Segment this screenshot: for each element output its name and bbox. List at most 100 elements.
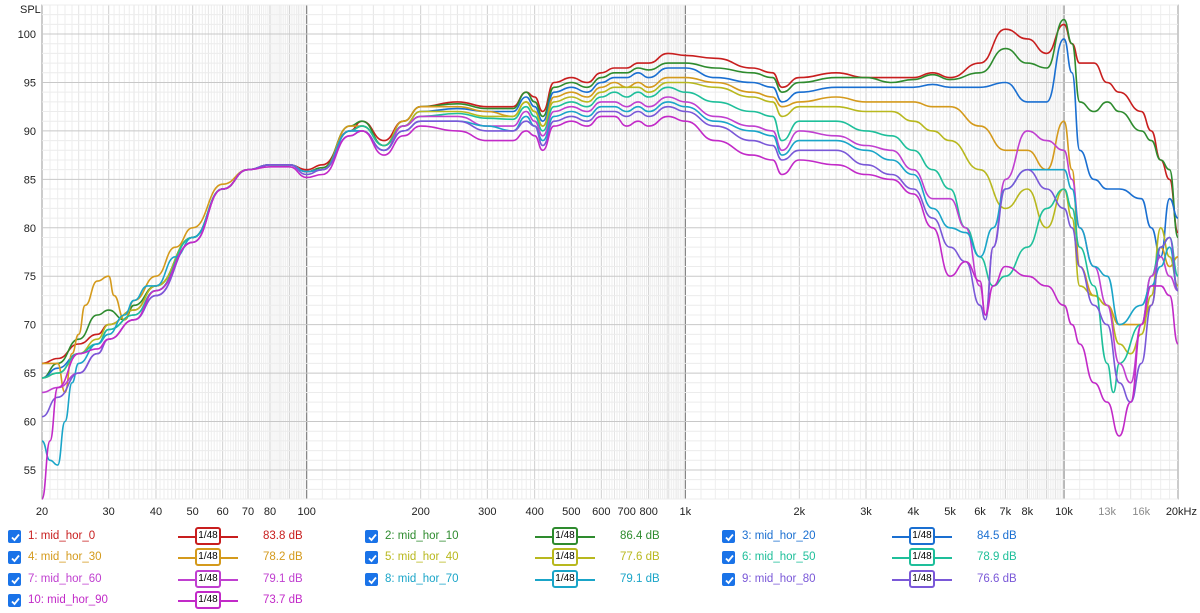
x-tick-label: 8k <box>1022 506 1034 518</box>
legend-value: 84.5 dB <box>977 530 1017 542</box>
series-line-10[interactable] <box>41 115 1179 500</box>
y-tick-label: 85 <box>24 174 36 186</box>
checkbox-mid-hor-70[interactable] <box>365 573 378 586</box>
smoothing-swatch[interactable]: 1/48 <box>178 548 238 568</box>
legend-value: 78.2 dB <box>263 551 303 563</box>
x-tick-label: 7k <box>1000 506 1012 518</box>
smoothing-swatch[interactable]: 1/48 <box>892 548 952 568</box>
legend-value: 83.8 dB <box>263 530 303 542</box>
x-tick-label: 600 <box>592 506 610 518</box>
y-tick-label: 55 <box>24 465 36 477</box>
checkbox-mid-hor-20[interactable] <box>722 530 735 543</box>
smoothing-swatch[interactable]: 1/48 <box>178 591 238 611</box>
x-tick-label: 60 <box>217 506 229 518</box>
y-tick-label: 95 <box>24 77 36 89</box>
x-tick-label: 10k <box>1055 506 1073 518</box>
smoothing-swatch[interactable]: 1/48 <box>178 527 238 547</box>
x-tick-label: 20 <box>36 506 48 518</box>
x-tick-label: 50 <box>187 506 199 518</box>
smoothing-label: 1/48 <box>195 548 221 566</box>
smoothing-label: 1/48 <box>195 570 221 588</box>
legend-entry: 3: mid_hor_20 1/48 84.5 dB <box>722 527 1072 547</box>
checkbox-mid-hor-40[interactable] <box>365 551 378 564</box>
series-line-9[interactable] <box>41 105 1179 418</box>
smoothing-label: 1/48 <box>552 570 578 588</box>
legend-name: 4: mid_hor_30 <box>28 551 102 563</box>
x-tick-label: 300 <box>478 506 496 518</box>
x-tick-label: 80 <box>264 506 276 518</box>
x-tick-label: 13k <box>1098 506 1116 518</box>
legend-value: 76.6 dB <box>977 573 1017 585</box>
checkbox-mid-hor-0[interactable] <box>8 530 21 543</box>
y-tick-label: 60 <box>24 417 36 429</box>
x-tick-label: 16k <box>1132 506 1150 518</box>
legend-value: 78.9 dB <box>977 551 1017 563</box>
series-layer <box>41 18 1179 500</box>
x-tick-label: 100 <box>297 506 315 518</box>
legend-entry: 6: mid_hor_50 1/48 78.9 dB <box>722 548 1072 568</box>
legend-entry: 2: mid_hor_10 1/48 86.4 dB <box>365 527 715 547</box>
legend-entry: 4: mid_hor_30 1/48 78.2 dB <box>8 548 358 568</box>
frequency-response-chart[interactable]: 55 60 65 70 75 80 85 90 95 100 20 30 40 50 60 70 80 100 20… <box>0 0 1200 525</box>
legend-value: 79.1 dB <box>620 573 660 585</box>
legend-entry: 10: mid_hor_90 1/48 73.7 dB <box>8 591 358 611</box>
smoothing-swatch[interactable]: 1/48 <box>892 570 952 590</box>
legend-name: 6: mid_hor_50 <box>742 551 816 563</box>
smoothing-swatch[interactable]: 1/48 <box>535 570 595 590</box>
checkbox-mid-hor-60[interactable] <box>8 573 21 586</box>
legend-value: 79.1 dB <box>263 573 303 585</box>
legend-name: 8: mid_hor_70 <box>385 573 459 585</box>
legend-name: 5: mid_hor_40 <box>385 551 459 563</box>
legend-value: 73.7 dB <box>263 594 303 606</box>
grid: 55 60 65 70 75 80 85 90 95 100 20 30 40 50 60 70 80 100 20… <box>18 4 1197 518</box>
legend-entry: 8: mid_hor_70 1/48 79.1 dB <box>365 570 715 590</box>
x-tick-label: 5k <box>944 506 956 518</box>
smoothing-label: 1/48 <box>195 591 221 609</box>
smoothing-label: 1/48 <box>909 570 935 588</box>
legend-name: 10: mid_hor_90 <box>28 594 108 606</box>
series-line-8[interactable] <box>41 101 1179 466</box>
x-tick-label: 6k <box>974 506 986 518</box>
x-tick-label: 200 <box>411 506 429 518</box>
legend-value: 77.6 dB <box>620 551 660 563</box>
smoothing-swatch[interactable]: 1/48 <box>178 570 238 590</box>
smoothing-label: 1/48 <box>909 527 935 545</box>
smoothing-swatch[interactable]: 1/48 <box>535 548 595 568</box>
smoothing-swatch[interactable]: 1/48 <box>892 527 952 547</box>
legend: 1: mid_hor_0 1/48 83.8 dB 2: mid_hor_10 … <box>0 527 1200 613</box>
legend-entry: 5: mid_hor_40 1/48 77.6 dB <box>365 548 715 568</box>
y-tick-label: 90 <box>24 126 36 138</box>
legend-name: 2: mid_hor_10 <box>385 530 459 542</box>
legend-entry: 7: mid_hor_60 1/48 79.1 dB <box>8 570 358 590</box>
checkbox-mid-hor-30[interactable] <box>8 551 21 564</box>
x-tick-label: 400 <box>525 506 543 518</box>
smoothing-label: 1/48 <box>552 548 578 566</box>
checkbox-mid-hor-90[interactable] <box>8 594 21 607</box>
y-tick-label: 70 <box>24 320 36 332</box>
legend-entry: 1: mid_hor_0 1/48 83.8 dB <box>8 527 358 547</box>
x-tick-label: 70 <box>242 506 254 518</box>
legend-name: 1: mid_hor_0 <box>28 530 96 542</box>
smoothing-label: 1/48 <box>552 527 578 545</box>
y-axis-label: SPL <box>20 4 41 16</box>
legend-value: 86.4 dB <box>620 530 660 542</box>
smoothing-swatch[interactable]: 1/48 <box>535 527 595 547</box>
smoothing-label: 1/48 <box>195 527 221 545</box>
y-tick-label: 65 <box>24 368 36 380</box>
x-tick-label: 1k <box>680 506 692 518</box>
checkbox-mid-hor-50[interactable] <box>722 551 735 564</box>
x-tick-label: 20kHz <box>1166 506 1197 518</box>
checkbox-mid-hor-10[interactable] <box>365 530 378 543</box>
legend-name: 7: mid_hor_60 <box>28 573 102 585</box>
checkbox-mid-hor-80[interactable] <box>722 573 735 586</box>
legend-entry: 9: mid_hor_80 1/48 76.6 dB <box>722 570 1072 590</box>
y-tick-label: 80 <box>24 223 36 235</box>
smoothing-label: 1/48 <box>909 548 935 566</box>
x-tick-label: 3k <box>860 506 872 518</box>
legend-name: 9: mid_hor_80 <box>742 573 816 585</box>
x-tick-label: 2k <box>794 506 806 518</box>
series-line-4[interactable] <box>41 76 1179 394</box>
plot-area <box>41 4 1179 500</box>
legend-name: 3: mid_hor_20 <box>742 530 816 542</box>
y-tick-label: 100 <box>18 29 36 41</box>
